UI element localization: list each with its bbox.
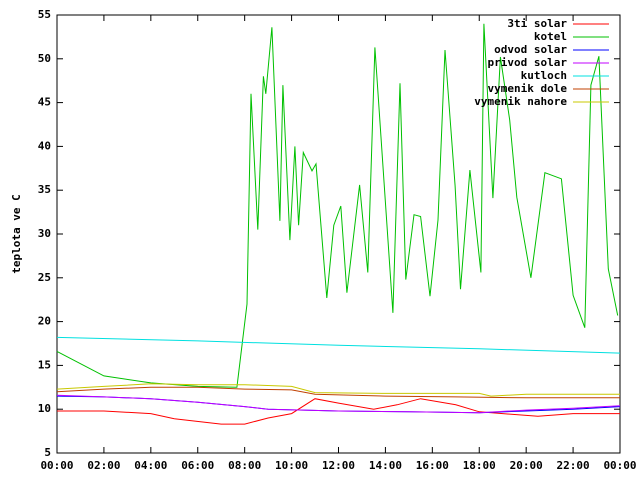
x-tick-label: 02:00 — [87, 459, 120, 472]
x-tick-label: 08:00 — [228, 459, 261, 472]
series-line — [56, 336, 621, 354]
y-tick-label: 30 — [38, 227, 51, 240]
y-tick-label: 40 — [38, 139, 51, 152]
y-tick-label: 45 — [38, 96, 51, 109]
legend-label: vymenik dole — [488, 82, 568, 95]
y-tick-label: 25 — [38, 271, 51, 284]
legend-label: kutloch — [521, 69, 567, 82]
x-tick-label: 00:00 — [40, 459, 73, 472]
legend-label: privod solar — [488, 56, 568, 69]
x-tick-label: 18:00 — [463, 459, 496, 472]
series-line — [57, 398, 620, 425]
series-line — [56, 386, 620, 399]
x-tick-label: 22:00 — [557, 459, 590, 472]
y-tick-label: 35 — [38, 183, 51, 196]
y-tick-label: 10 — [38, 402, 51, 415]
y-tick-label: 15 — [38, 358, 51, 371]
y-tick-label: 20 — [38, 315, 51, 328]
x-tick-label: 04:00 — [134, 459, 167, 472]
series-line — [56, 394, 621, 414]
x-tick-label: 06:00 — [181, 459, 214, 472]
legend-label: vymenik nahore — [474, 95, 567, 108]
x-tick-label: 14:00 — [369, 459, 402, 472]
legend-label: 3ti solar — [507, 17, 567, 30]
y-tick-label: 5 — [44, 446, 51, 459]
y-tick-label: 50 — [38, 52, 51, 65]
legend-label: kotel — [534, 30, 567, 43]
x-tick-label: 12:00 — [322, 459, 355, 472]
x-tick-label: 00:00 — [603, 459, 636, 472]
series-line — [56, 23, 619, 388]
series-line — [56, 383, 620, 397]
x-tick-label: 20:00 — [510, 459, 543, 472]
legend-label: odvod solar — [494, 43, 567, 56]
x-tick-label: 16:00 — [416, 459, 449, 472]
x-tick-label: 10:00 — [275, 459, 308, 472]
y-tick-label: 55 — [38, 8, 51, 21]
y-axis-label: teplota ve C — [10, 194, 23, 273]
